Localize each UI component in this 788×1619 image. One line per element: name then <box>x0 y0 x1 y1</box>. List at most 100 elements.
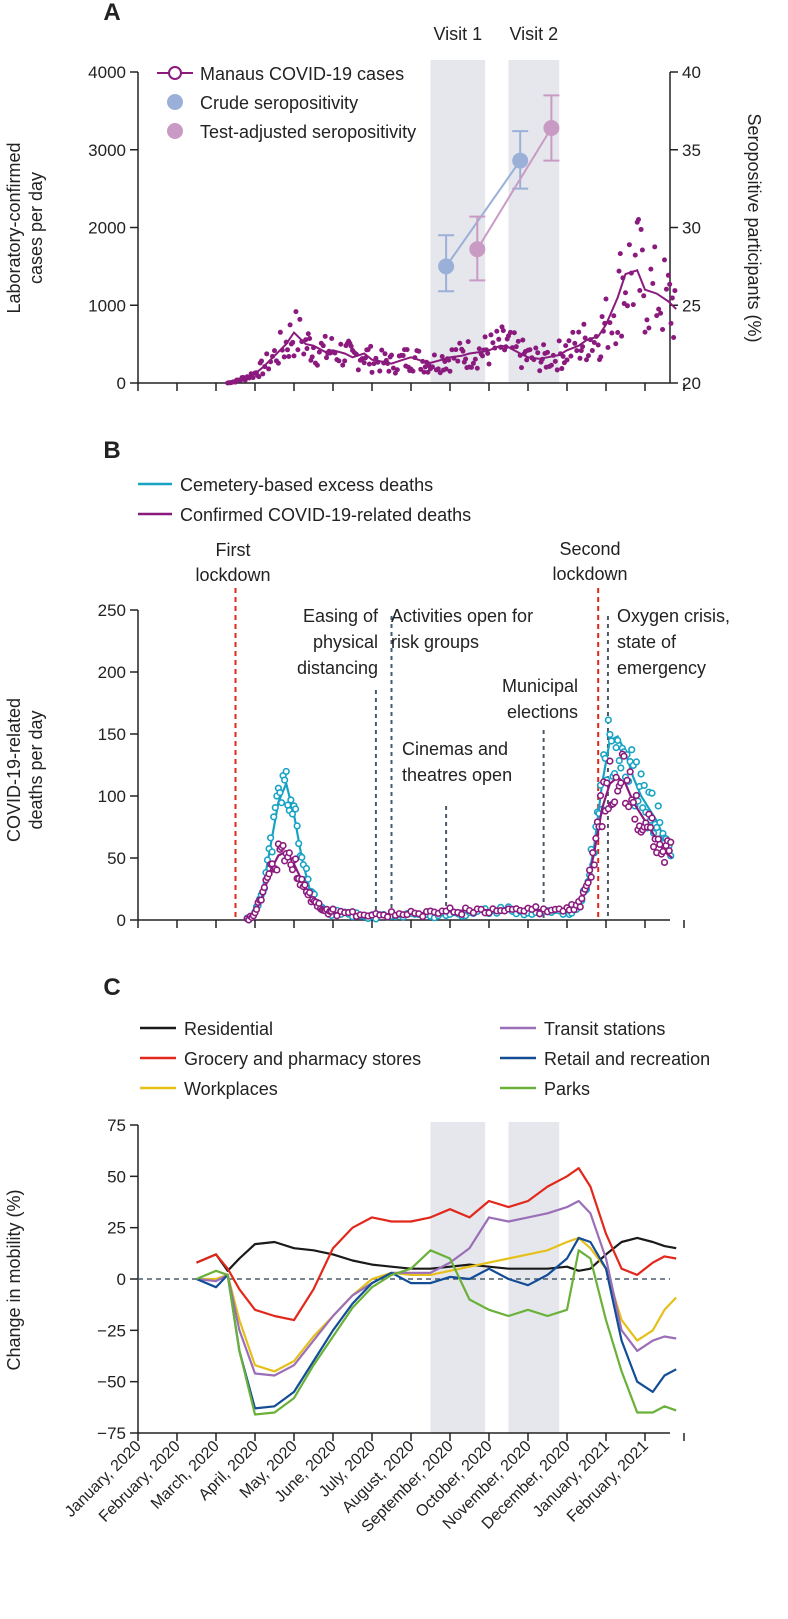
death-point <box>631 815 639 823</box>
case-point <box>556 338 562 344</box>
case-point <box>382 351 388 357</box>
y-right-tick-label: 25 <box>682 296 701 315</box>
case-point <box>574 348 580 354</box>
case-point <box>671 335 677 341</box>
case-point <box>260 371 266 377</box>
death-point <box>270 813 278 821</box>
case-point <box>361 360 367 366</box>
lockdown-label-first: First <box>216 540 251 560</box>
case-point <box>418 366 424 372</box>
case-point <box>582 335 588 341</box>
death-point <box>656 818 664 827</box>
y-axis-title-left: Laboratory-confirmed <box>4 142 24 313</box>
death-point <box>276 789 284 797</box>
y-tick-label: 4000 <box>88 63 126 82</box>
death-point <box>629 798 637 806</box>
case-point <box>578 348 584 354</box>
case-point <box>301 351 307 357</box>
case-point <box>314 362 320 368</box>
death-point <box>446 904 454 912</box>
death-point <box>596 792 605 800</box>
legend-label-mobility: Grocery and pharmacy stores <box>184 1049 421 1069</box>
case-point <box>527 347 533 353</box>
case-point <box>316 349 322 355</box>
case-point <box>515 338 521 344</box>
case-point <box>268 359 274 365</box>
case-point <box>602 320 608 326</box>
case-point <box>552 358 558 364</box>
legend-label-mobility: Retail and recreation <box>544 1049 710 1069</box>
case-point <box>377 368 383 374</box>
case-point <box>420 358 426 364</box>
death-point <box>625 803 633 811</box>
event-label-easing: distancing <box>297 658 378 678</box>
case-point <box>607 320 613 326</box>
case-point <box>394 367 400 373</box>
case-point <box>531 357 537 363</box>
case-point <box>500 328 506 334</box>
case-point <box>303 337 309 343</box>
case-point <box>591 340 597 346</box>
case-point <box>603 296 609 302</box>
case-point <box>371 361 377 367</box>
case-point <box>443 366 449 372</box>
case-point <box>585 353 591 359</box>
case-point <box>648 266 654 272</box>
event-label-activities: Activities open for <box>391 606 533 626</box>
death-point <box>654 802 662 810</box>
y-tick-label-c: 0 <box>117 1270 126 1289</box>
death-point <box>576 903 584 911</box>
adjusted-seropositivity-point <box>469 241 486 258</box>
death-point <box>586 866 594 874</box>
case-point <box>654 313 660 319</box>
case-point <box>600 328 606 334</box>
event-label-easing: Easing of <box>303 606 379 626</box>
legend-label-confirmed: Confirmed COVID-19-related deaths <box>180 505 471 525</box>
case-point <box>410 368 416 374</box>
case-point <box>297 316 303 322</box>
case-point <box>669 295 675 301</box>
mobility-line-retail-and-recreation <box>196 1236 677 1410</box>
case-point <box>457 340 463 346</box>
case-point <box>584 357 589 363</box>
case-point <box>277 329 283 335</box>
death-point <box>384 913 392 921</box>
death-point <box>610 798 619 806</box>
case-point <box>375 359 381 365</box>
death-point <box>590 861 598 869</box>
case-point <box>262 364 268 370</box>
death-point <box>333 912 341 920</box>
case-point <box>598 354 604 360</box>
case-point <box>519 365 524 371</box>
death-point <box>648 814 656 822</box>
death-point <box>252 905 261 913</box>
case-point <box>400 353 406 359</box>
death-point <box>617 779 625 787</box>
death-point <box>606 730 614 739</box>
case-point <box>559 366 565 372</box>
case-point <box>623 290 628 296</box>
y-tick-label-b: 200 <box>98 663 126 682</box>
case-point <box>248 371 254 377</box>
case-point <box>563 343 569 349</box>
lockdown-label-second: Second <box>559 539 620 559</box>
case-point <box>663 286 669 292</box>
death-point <box>291 805 300 813</box>
visit-1-label: Visit 1 <box>433 24 482 44</box>
case-point <box>447 368 453 374</box>
case-point <box>637 287 643 293</box>
case-point <box>460 348 466 354</box>
case-point <box>342 358 348 364</box>
case-point <box>503 344 509 350</box>
case-point <box>593 333 599 339</box>
case-point <box>279 347 285 353</box>
event-label-activities: risk groups <box>391 632 479 652</box>
case-point <box>259 358 264 364</box>
case-point <box>363 355 368 361</box>
event-label-elections: Municipal <box>502 676 578 696</box>
death-point <box>298 875 306 883</box>
y-tick-label-c: 50 <box>107 1167 126 1186</box>
case-point <box>638 226 644 232</box>
legend-label-mobility: Parks <box>544 1079 590 1099</box>
death-point <box>603 779 611 787</box>
